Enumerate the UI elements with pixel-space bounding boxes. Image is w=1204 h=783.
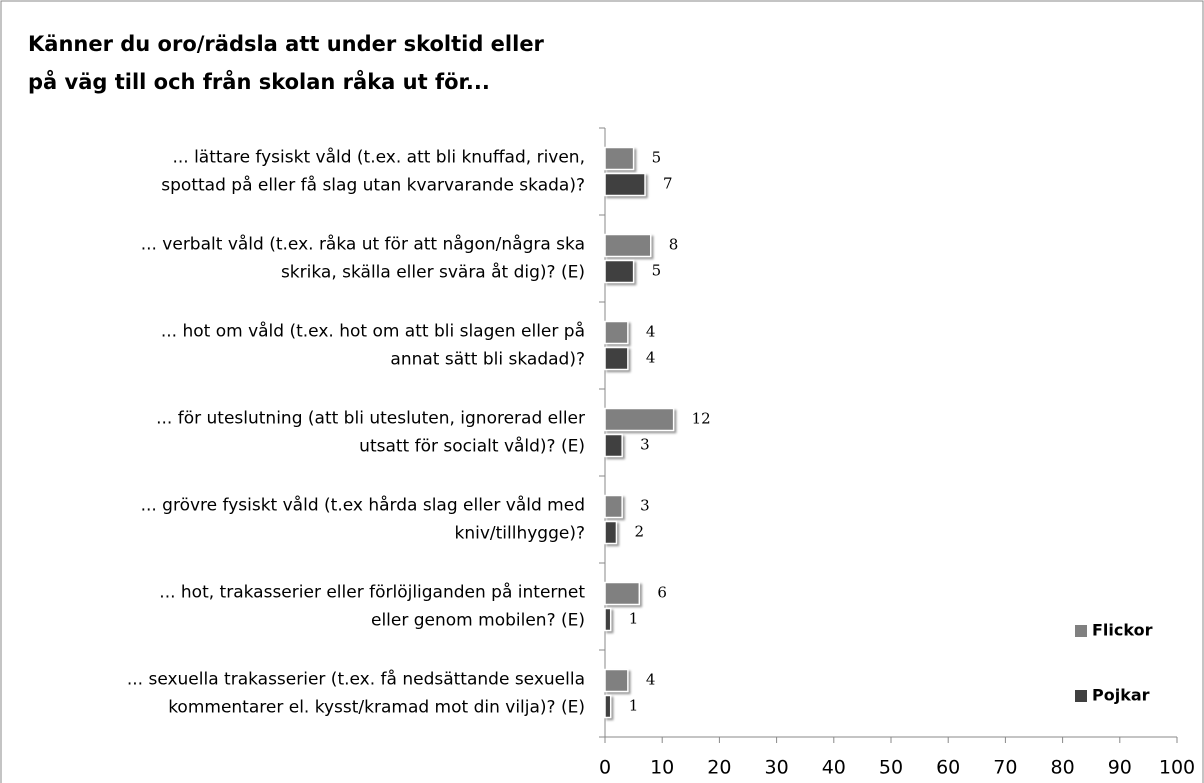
bar	[604, 494, 623, 519]
x-tick-label: 50	[879, 757, 903, 779]
bar	[604, 172, 646, 197]
bar	[604, 233, 652, 258]
bar	[604, 694, 612, 719]
data-label: 3	[640, 436, 650, 454]
category-label: ... hot om våld (t.ex. hot om att bli sl…	[161, 321, 585, 342]
x-tick-label: 80	[1051, 757, 1075, 779]
bar	[604, 259, 635, 284]
legend-swatch	[1075, 625, 1087, 637]
chart-title: på väg till och från skolan råka ut för.…	[28, 69, 490, 94]
bar	[604, 407, 675, 432]
bar	[604, 607, 612, 632]
x-tick-label: 40	[822, 757, 846, 779]
x-tick-label: 100	[1159, 757, 1195, 779]
x-tick-label: 30	[765, 757, 789, 779]
x-tick-label: 90	[1108, 757, 1132, 779]
category-label: ... hot, trakasserier eller förlöjligand…	[159, 582, 585, 603]
x-tick-label: 60	[936, 757, 960, 779]
category-label: eller genom mobilen? (E)	[371, 611, 585, 631]
category-label: kommentarer el. kysst/kramad mot din vil…	[168, 698, 585, 718]
category-label: annat sätt bli skadad)?	[390, 350, 585, 370]
data-label: 12	[692, 410, 711, 428]
category-label: spottad på eller få slag utan kvarvarand…	[161, 175, 585, 196]
data-label: 7	[663, 175, 673, 193]
bar	[604, 433, 623, 458]
bar	[604, 668, 629, 693]
data-label: 4	[646, 349, 656, 367]
bar	[604, 581, 641, 606]
x-tick-label: 20	[707, 757, 731, 779]
bar	[604, 346, 629, 371]
x-tick-label: 0	[599, 757, 611, 779]
category-label: utsatt för socialt våld)? (E)	[359, 436, 585, 457]
category-label: kniv/tillhygge)?	[455, 524, 586, 544]
data-label: 3	[640, 497, 650, 515]
category-label: ... för uteslutning (att bli utesluten, …	[156, 409, 585, 429]
bar	[604, 520, 618, 545]
bar	[604, 146, 635, 171]
x-tick-label: 70	[993, 757, 1017, 779]
data-label: 1	[629, 610, 639, 628]
data-label: 5	[652, 149, 662, 167]
legend-label: Pojkar	[1092, 686, 1150, 705]
chart-title: Känner du oro/rädsla att under skoltid e…	[28, 32, 545, 56]
data-label: 8	[669, 236, 679, 254]
category-label: ... grövre fysiskt våld (t.ex hårda slag…	[141, 495, 585, 516]
category-label: ... sexuella trakasserier (t.ex. få neds…	[127, 669, 585, 690]
data-label: 6	[657, 584, 667, 602]
x-tick-label: 10	[650, 757, 674, 779]
legend-label: Flickor	[1092, 621, 1153, 640]
data-label: 1	[629, 697, 639, 715]
data-label: 2	[634, 523, 644, 541]
category-label: ... verbalt våld (t.ex. råka ut för att …	[141, 234, 585, 255]
bar	[604, 320, 629, 345]
data-label: 4	[646, 671, 656, 689]
category-label: skrika, skälla eller svära åt dig)? (E)	[281, 262, 585, 283]
data-label: 5	[652, 262, 662, 280]
category-label: ... lättare fysiskt våld (t.ex. att bli …	[172, 147, 585, 168]
data-label: 4	[646, 323, 656, 341]
legend-swatch	[1075, 690, 1087, 702]
